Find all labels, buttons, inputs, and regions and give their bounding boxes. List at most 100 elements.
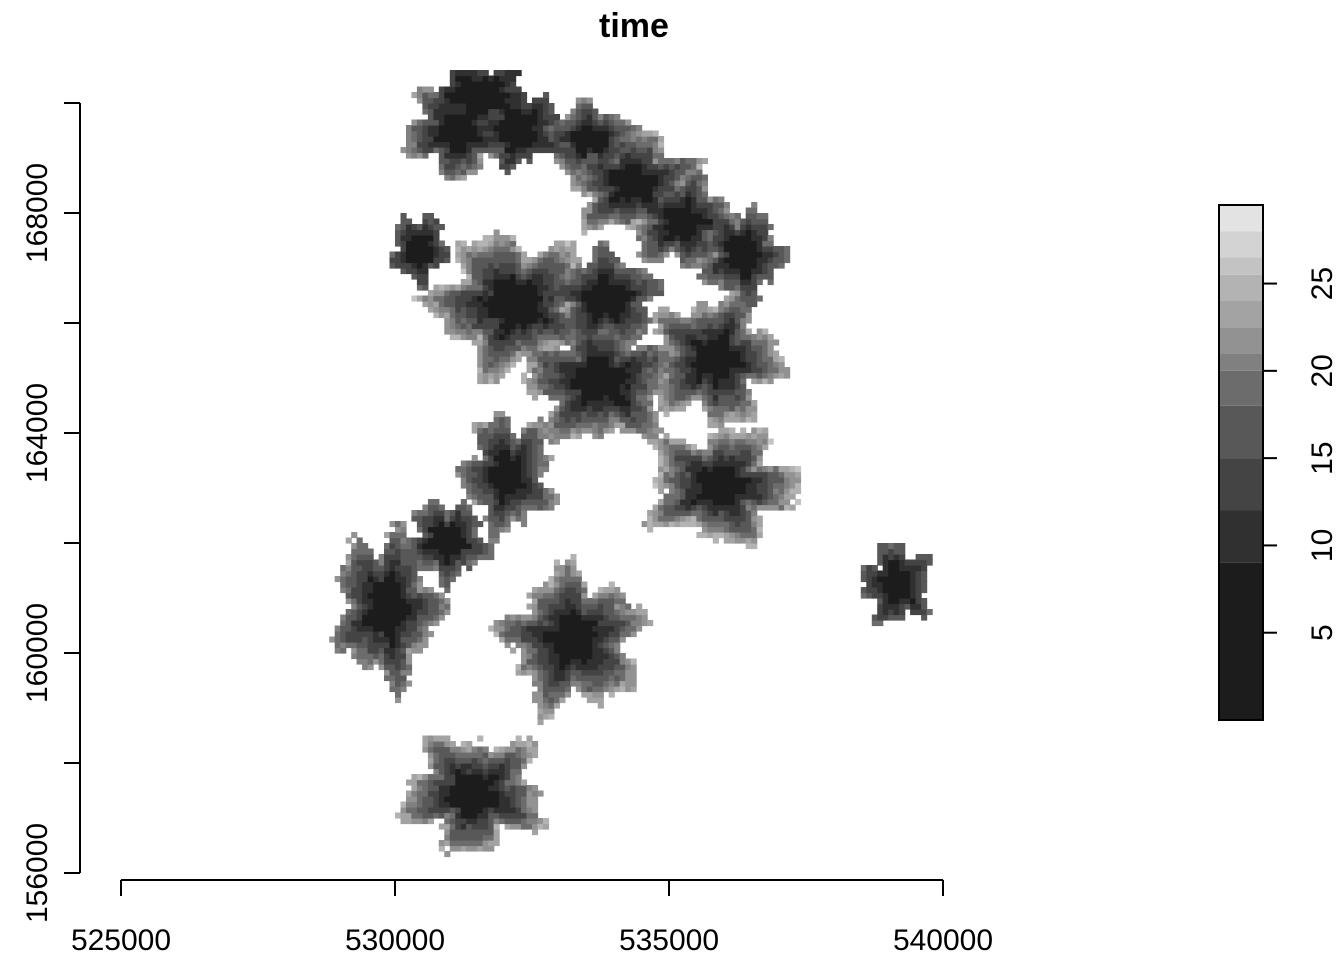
raster-cell (581, 284, 588, 291)
raster-cell (723, 284, 730, 291)
raster-cell (570, 636, 577, 643)
raster-cell (373, 636, 380, 643)
raster-cell (526, 301, 533, 308)
raster-cell (630, 152, 637, 159)
raster-cell (729, 532, 736, 539)
raster-cell (488, 455, 495, 462)
raster-cell (537, 598, 544, 605)
raster-cell (614, 367, 621, 374)
raster-cell (488, 537, 495, 544)
raster-cell (696, 251, 703, 258)
raster-cell (427, 97, 434, 104)
raster-cell (510, 449, 517, 456)
raster-cell (696, 488, 703, 495)
raster-cell (488, 356, 495, 363)
raster-cell (762, 273, 769, 280)
raster-cell (395, 240, 402, 247)
raster-cell (745, 367, 752, 374)
raster-cell (723, 411, 730, 418)
raster-cell (504, 273, 511, 280)
raster-cell (652, 130, 659, 137)
raster-cell (504, 471, 511, 478)
raster-cell (745, 526, 752, 533)
raster-cell (597, 356, 604, 363)
raster-cell (559, 614, 566, 621)
x-axis: 525000 530000 535000 540000 (71, 879, 993, 957)
raster-cell (427, 499, 434, 506)
raster-cell (762, 339, 769, 346)
raster-cell (532, 592, 539, 599)
raster-cell (433, 796, 440, 803)
raster-cell (669, 389, 676, 396)
raster-cell (734, 449, 741, 456)
raster-cell (543, 823, 550, 830)
raster-cell (740, 356, 747, 363)
raster-cell (510, 807, 517, 814)
raster-cell (488, 279, 495, 286)
raster-cell (416, 592, 423, 599)
raster-cell (433, 218, 440, 225)
raster-cell (543, 697, 550, 704)
raster-cell (427, 136, 434, 143)
raster-cell (707, 383, 714, 390)
raster-cell (411, 587, 418, 594)
raster-cell (690, 383, 697, 390)
raster-cell (740, 235, 747, 242)
raster-cell (471, 493, 478, 500)
raster-cell (444, 796, 451, 803)
raster-cell (608, 422, 615, 429)
raster-cell (619, 416, 626, 423)
raster-cell (499, 521, 506, 528)
raster-cell (904, 598, 911, 605)
raster-cell (422, 746, 429, 753)
raster-cell (553, 136, 560, 143)
raster-cell (734, 345, 741, 352)
raster-cell (493, 361, 500, 368)
raster-cell (899, 576, 906, 583)
raster-cell (438, 86, 445, 93)
raster-cell (466, 317, 473, 324)
raster-cell (723, 532, 730, 539)
raster-cell (548, 103, 555, 110)
raster-cell (641, 416, 648, 423)
raster-cell (630, 378, 637, 385)
raster-cell (751, 405, 758, 412)
raster-cell (882, 570, 889, 577)
raster-cell (493, 378, 500, 385)
raster-cell (449, 130, 456, 137)
raster-cell (581, 119, 588, 126)
raster-cell (647, 620, 654, 627)
raster-cell (685, 444, 692, 451)
raster-cell (526, 125, 533, 132)
raster-cell (433, 532, 440, 539)
raster-cell (773, 466, 780, 473)
raster-cell (614, 257, 621, 264)
raster-cell (406, 235, 413, 242)
raster-cell (482, 70, 489, 77)
raster-cell (482, 279, 489, 286)
raster-cell (608, 647, 615, 654)
raster-cell (499, 361, 506, 368)
raster-cell (586, 400, 593, 407)
raster-cell (427, 257, 434, 264)
raster-cell (499, 125, 506, 132)
raster-cell (510, 317, 517, 324)
raster-cell (575, 323, 582, 330)
raster-cell (515, 312, 522, 319)
raster-cell (400, 603, 407, 610)
raster-cell (526, 262, 533, 269)
raster-cell (597, 697, 604, 704)
raster-cell (444, 174, 451, 181)
raster-cell (860, 570, 867, 577)
raster-cell (685, 345, 692, 352)
raster-cell (466, 141, 473, 148)
raster-cell (581, 614, 588, 621)
raster-cell (910, 603, 917, 610)
raster-cell (384, 675, 391, 682)
raster-cell (521, 323, 528, 330)
raster-cell (893, 576, 900, 583)
raster-cell (641, 213, 648, 220)
raster-cell (603, 207, 610, 214)
raster-cell (614, 631, 621, 638)
raster-cell (690, 482, 697, 489)
